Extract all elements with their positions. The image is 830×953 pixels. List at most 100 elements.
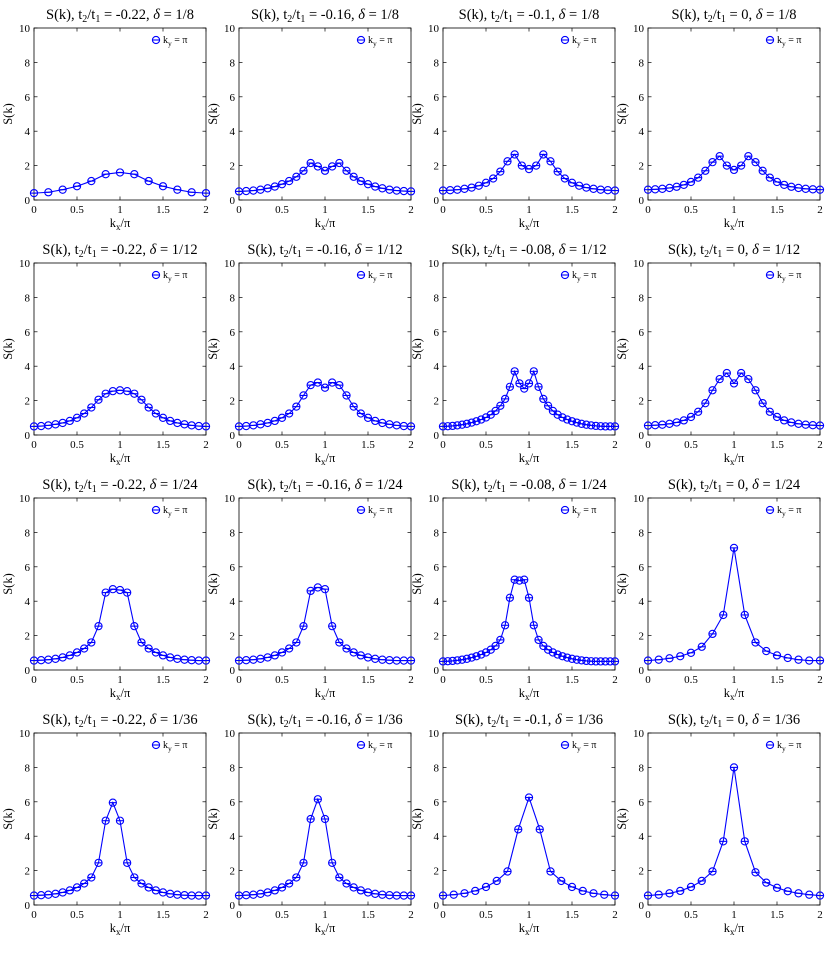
data-point <box>285 644 294 653</box>
y-tick-label: 0 <box>639 195 645 207</box>
data-point <box>72 883 82 892</box>
data-point <box>665 654 674 663</box>
y-tick-label: 4 <box>25 596 31 608</box>
data-point <box>665 889 674 898</box>
data-point <box>173 185 182 194</box>
legend: ky = π <box>765 270 801 283</box>
data-point <box>406 891 416 900</box>
data-point <box>335 638 344 647</box>
legend-label: ky = π <box>368 35 392 48</box>
data-point <box>686 648 696 657</box>
y-axis-label: S(k) <box>615 573 629 595</box>
data-point <box>94 858 103 868</box>
x-tick-label: 0.5 <box>275 439 289 451</box>
data-point <box>130 621 139 631</box>
y-axis-label: S(k) <box>410 808 424 830</box>
data-point <box>496 635 505 645</box>
subplot-title: S(k), t2/t1 = -0.08, δ = 1/24 <box>451 477 607 495</box>
data-point <box>534 635 543 645</box>
y-tick-label: 0 <box>25 430 31 442</box>
legend-label: ky = π <box>572 35 596 48</box>
y-tick-label: 10 <box>633 728 645 740</box>
data-point <box>694 407 703 416</box>
x-tick-label: 0 <box>645 204 651 216</box>
data-point <box>686 412 696 422</box>
y-tick-label: 10 <box>633 493 645 505</box>
data-point <box>270 416 279 426</box>
y-tick-label: 2 <box>434 396 440 408</box>
data-point <box>794 655 803 664</box>
y-tick-label: 8 <box>434 762 440 774</box>
x-tick-label: 1 <box>731 204 737 216</box>
y-tick-label: 8 <box>434 292 440 304</box>
y-tick-label: 4 <box>434 596 440 608</box>
y-tick-label: 4 <box>639 831 645 843</box>
data-point <box>772 412 782 422</box>
x-tick-label: 0.5 <box>479 204 493 216</box>
x-axis-label: kx/π <box>110 216 131 232</box>
axes-frame <box>33 497 207 671</box>
legend-label: ky = π <box>163 505 187 518</box>
data-point <box>524 379 534 388</box>
data-point <box>563 653 572 662</box>
subplot-title: S(k), t2/t1 = 0, δ = 1/36 <box>668 712 800 730</box>
y-tick-label: 8 <box>230 762 236 774</box>
x-tick-label: 0 <box>645 909 651 921</box>
axes-frame <box>442 262 616 436</box>
data-point <box>80 879 89 888</box>
y-tick-label: 10 <box>428 258 440 270</box>
data-point <box>558 413 567 422</box>
y-tick-label: 4 <box>639 361 645 373</box>
y-tick-label: 4 <box>434 361 440 373</box>
data-point <box>751 868 760 877</box>
y-tick-label: 0 <box>25 195 31 207</box>
data-point <box>610 422 620 431</box>
y-tick-label: 8 <box>639 527 645 539</box>
legend-label: ky = π <box>163 740 187 753</box>
data-point <box>462 419 472 428</box>
x-tick-label: 1.5 <box>361 909 375 921</box>
legend: ky = π <box>560 740 596 753</box>
y-tick-label: 4 <box>230 831 236 843</box>
subplot-title: S(k), t2/t1 = 0, δ = 1/8 <box>672 7 797 25</box>
data-point <box>815 185 825 194</box>
data-point <box>567 417 577 426</box>
data-point <box>144 883 153 892</box>
subplot-3-1: 0 0.5 1 1.5 2 0 2 4 6 8 10 S(k), t2/t1 = -0.22, δ =… <box>1 477 211 702</box>
data-point <box>467 418 476 427</box>
y-tick-label: 2 <box>25 396 31 408</box>
x-tick-label: 0.5 <box>479 674 493 686</box>
x-axis-label: kx/π <box>110 921 131 937</box>
x-tick-label: 1.5 <box>770 909 784 921</box>
y-axis-label: S(k) <box>410 103 424 125</box>
data-point <box>758 399 767 408</box>
data-point <box>503 867 512 876</box>
x-tick-label: 2 <box>817 439 823 451</box>
x-axis-label: kx/π <box>315 451 336 467</box>
x-tick-label: 1 <box>526 204 532 216</box>
subplot-4-2: 0 0.5 1 1.5 2 0 2 4 6 8 10 S(k), t2/t1 = -0.16, δ =… <box>206 712 416 937</box>
data-point <box>187 188 196 197</box>
y-tick-label: 10 <box>224 23 236 35</box>
data-point <box>751 158 760 167</box>
data-point <box>306 158 315 168</box>
data-point <box>72 182 82 191</box>
y-tick-label: 10 <box>428 493 440 505</box>
y-tick-label: 4 <box>230 596 236 608</box>
data-point <box>472 652 481 661</box>
x-axis-label: kx/π <box>315 686 336 702</box>
axes-frame <box>238 497 412 671</box>
legend-label: ky = π <box>777 505 801 518</box>
data-point <box>558 652 567 661</box>
data-point <box>783 653 792 663</box>
data-point <box>500 621 510 630</box>
data-point <box>460 889 469 898</box>
subplot-title: S(k), t2/t1 = 0, δ = 1/24 <box>668 477 801 495</box>
data-point <box>567 654 577 663</box>
legend: ky = π <box>356 35 392 48</box>
y-axis-label: S(k) <box>410 338 424 360</box>
x-tick-label: 2 <box>408 204 414 216</box>
data-point <box>503 157 512 166</box>
data-point <box>130 389 139 398</box>
y-tick-label: 6 <box>230 797 236 809</box>
